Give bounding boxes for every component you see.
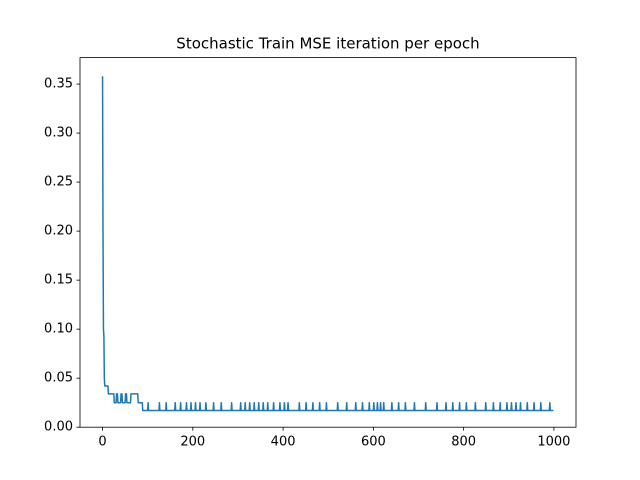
x-tick-label: 800 (451, 435, 476, 450)
x-tick-label: 200 (180, 435, 205, 450)
line-series (101, 76, 554, 412)
y-tick-label: 0.25 (44, 175, 73, 190)
x-tick-label: 600 (361, 435, 386, 450)
x-tick-label: 400 (271, 435, 296, 450)
x-tick-label: 1000 (537, 435, 570, 450)
y-tick-label: 0.00 (44, 420, 73, 435)
chart-title: Stochastic Train MSE iteration per epoch (176, 35, 479, 53)
y-tick-label: 0.10 (44, 322, 73, 337)
y-tick-label: 0.30 (44, 126, 73, 141)
y-tick-label: 0.05 (44, 371, 73, 386)
y-tick-label: 0.35 (44, 77, 73, 92)
y-tick-label: 0.20 (44, 224, 73, 239)
y-tick-label: 0.15 (44, 273, 73, 288)
x-tick-label: 0 (98, 435, 106, 450)
plot-frame (79, 57, 577, 428)
